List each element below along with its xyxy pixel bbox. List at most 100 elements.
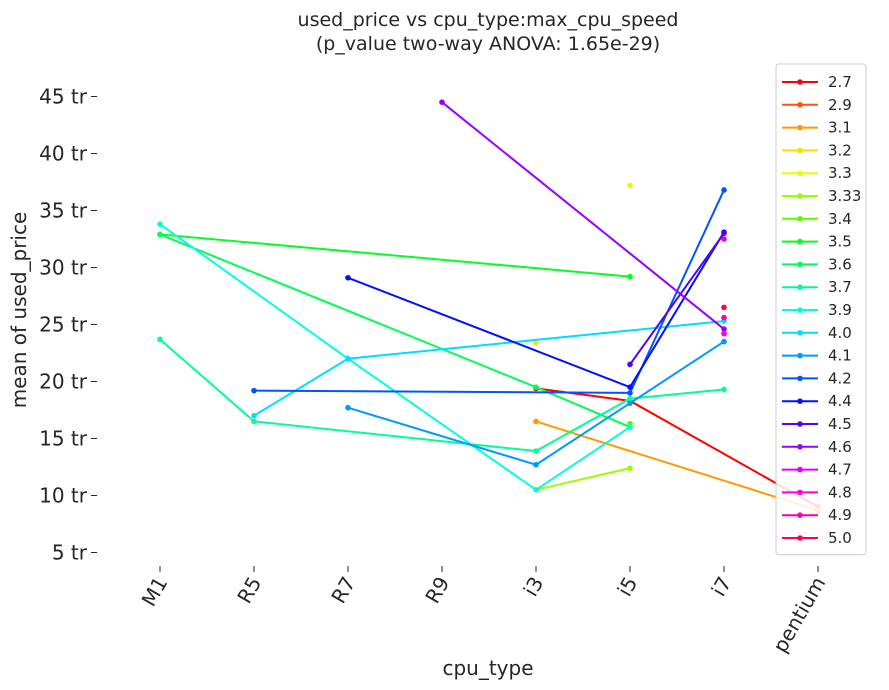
series-4-8 <box>721 330 727 337</box>
data-point <box>627 395 633 402</box>
series-4-9 <box>721 314 727 321</box>
legend-label: 4.0 <box>828 324 852 342</box>
data-point <box>721 187 727 193</box>
series-line <box>347 340 725 466</box>
legend-swatch-marker <box>797 352 803 359</box>
legend-swatch-marker <box>797 375 803 382</box>
legend-swatch-marker <box>797 535 803 541</box>
data-point <box>627 361 633 368</box>
data-point <box>251 418 257 425</box>
legend-swatch-marker <box>797 102 803 108</box>
data-point <box>721 326 727 332</box>
legend-swatch-marker <box>797 216 803 222</box>
legend-item: 3.4 <box>782 210 852 228</box>
data-point <box>627 424 633 430</box>
legend-item: 4.8 <box>782 483 852 501</box>
legend-swatch-marker <box>797 421 803 427</box>
x-axis: M1 R5 R7 R9 i3 i5 i7 pentium <box>137 566 830 657</box>
data-point <box>345 404 351 411</box>
series-line <box>535 467 631 491</box>
legend-item: 3.3 <box>782 164 852 182</box>
legend-label: 3.33 <box>828 187 861 205</box>
legend-item: 4.0 <box>782 324 852 342</box>
data-point <box>533 418 539 425</box>
legend-swatch-marker <box>797 398 803 405</box>
x-tick-label: i7 <box>706 573 736 601</box>
series-line <box>441 101 725 330</box>
data-point <box>345 355 351 362</box>
data-point <box>251 387 257 394</box>
data-point <box>721 386 727 393</box>
y-tick-label: 30 tr <box>39 256 88 280</box>
plot-area <box>157 99 821 514</box>
legend-label: 3.5 <box>828 233 852 251</box>
series-line <box>159 338 725 453</box>
data-point <box>721 230 727 237</box>
series-line <box>159 233 631 278</box>
legend-swatch-marker <box>797 147 803 154</box>
legend-item: 4.4 <box>782 392 852 410</box>
legend-swatch-marker <box>797 261 803 268</box>
legend-label: 4.2 <box>828 369 852 387</box>
data-point <box>533 339 539 346</box>
legend-item: 4.6 <box>782 438 852 456</box>
data-point <box>627 273 633 280</box>
legend-swatch-marker <box>797 170 803 176</box>
data-point <box>439 99 445 105</box>
data-point <box>345 274 351 281</box>
series-4-5 <box>627 230 727 368</box>
y-axis-label: mean of used_price <box>7 212 31 409</box>
series-line <box>253 189 725 394</box>
x-tick-label: pentium <box>768 573 830 657</box>
legend-item: 4.7 <box>782 461 852 479</box>
series-line <box>159 233 631 429</box>
legend-label: 3.7 <box>828 278 852 296</box>
series-3-3 <box>627 182 633 189</box>
legend-swatch-marker <box>797 330 803 336</box>
legend-label: 3.4 <box>828 210 852 228</box>
legend-item: 5.0 <box>782 529 852 547</box>
data-point <box>627 182 633 189</box>
legend-label: 2.7 <box>828 73 852 91</box>
legend-label: 2.9 <box>828 96 852 114</box>
legend-label: 4.8 <box>828 483 852 501</box>
legend-swatch-marker <box>797 284 803 291</box>
chart-title: used_price vs cpu_type:max_cpu_speed <box>298 9 679 31</box>
y-tick-label: 40 tr <box>39 142 88 166</box>
data-point <box>721 314 727 321</box>
legend-item: 4.2 <box>782 369 852 387</box>
legend: 2.7 2.9 3.1 3.2 3.3 3.33 3.4 3.5 3.6 3.7 3.9 4.0 4.1… <box>775 63 867 556</box>
x-axis-label: cpu_type <box>442 656 533 680</box>
legend-label: 4.6 <box>828 438 852 456</box>
legend-item: 3.33 <box>782 187 861 205</box>
x-tick-label: i3 <box>518 573 548 601</box>
legend-swatch-marker <box>797 466 803 473</box>
data-point <box>533 448 539 454</box>
legend-label: 3.9 <box>828 301 852 319</box>
legend-item: 2.7 <box>782 73 852 91</box>
series-5-0 <box>721 304 727 311</box>
legend-item: 3.2 <box>782 141 852 159</box>
legend-swatch-marker <box>797 124 803 131</box>
y-axis: 5 tr 10 tr 15 tr 20 tr 25 tr 30 tr 35 tr 40 tr 4… <box>39 85 97 565</box>
legend-label: 3.1 <box>828 119 852 137</box>
legend-item: 4.5 <box>782 415 852 433</box>
x-tick-label: R5 <box>232 573 266 608</box>
legend-item: 3.9 <box>782 301 852 319</box>
data-point <box>721 330 727 337</box>
series-4-1 <box>345 338 727 468</box>
legend-label: 3.3 <box>828 164 852 182</box>
data-point <box>533 384 539 391</box>
series-3-33 <box>533 465 633 493</box>
legend-label: 4.7 <box>828 461 852 479</box>
legend-swatch-marker <box>797 79 803 85</box>
x-tick-label: R7 <box>326 573 360 608</box>
x-tick-label: M1 <box>137 573 173 611</box>
series-4-6 <box>439 99 727 332</box>
y-tick-label: 45 tr <box>39 85 88 109</box>
legend-item: 4.1 <box>782 347 852 365</box>
data-point <box>157 336 163 343</box>
legend-swatch-marker <box>797 238 803 245</box>
data-point <box>627 384 633 391</box>
data-point <box>627 465 633 471</box>
